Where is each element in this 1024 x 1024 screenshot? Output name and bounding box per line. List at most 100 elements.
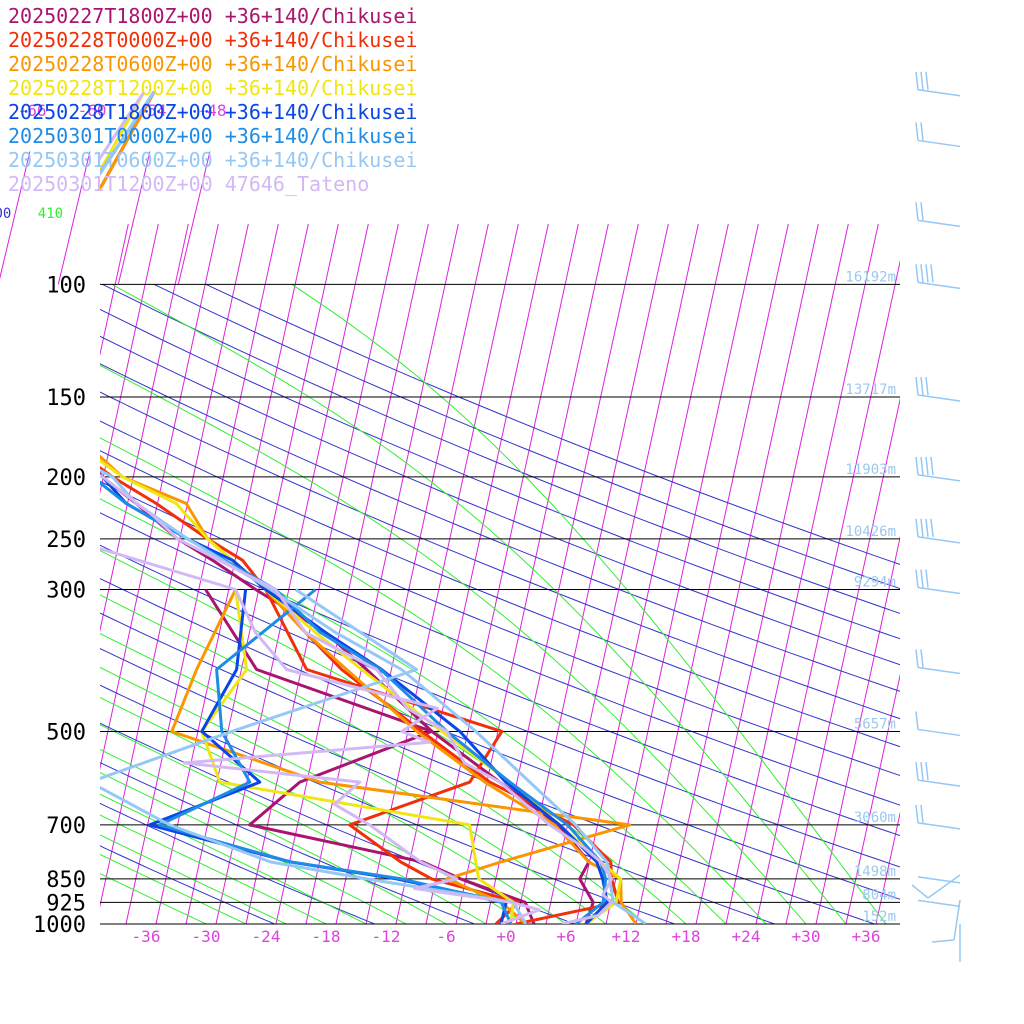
isotherms xyxy=(0,224,1024,924)
series-group xyxy=(100,91,595,924)
height-label: 5657m xyxy=(854,716,896,732)
wind-barb-feather xyxy=(915,569,919,588)
sounding-series xyxy=(100,90,647,924)
pressure-tick-label: 200 xyxy=(46,466,86,491)
height-label: 152m xyxy=(862,909,896,925)
moist-adiabat-line xyxy=(100,364,807,924)
moist-adiabat-line xyxy=(100,550,687,924)
dewpoint-line xyxy=(100,547,541,924)
upper-isotherms xyxy=(0,151,211,285)
temperature-line xyxy=(100,91,595,924)
upper-isotherm-line xyxy=(117,151,151,285)
wind-barb-shaft xyxy=(917,281,961,290)
wind-barb-shaft xyxy=(917,394,961,402)
legend-entry: 20250228T1800Z+00 +36+140/Chikusei xyxy=(8,100,418,124)
isotherm-line xyxy=(0,224,8,924)
wind-barb-feather xyxy=(920,804,924,823)
dry-adiabats xyxy=(100,283,900,924)
wind-barb-feather xyxy=(915,518,919,537)
dewpoint-line xyxy=(170,588,632,924)
wind-barb-feather xyxy=(915,649,919,668)
wind-barb-feather xyxy=(915,264,919,283)
isotherm-line xyxy=(605,224,759,924)
dry-adiabat-line xyxy=(100,578,900,900)
isotherm-line xyxy=(966,224,1024,924)
wind-barb-feather xyxy=(920,71,924,90)
wind-barb-feather xyxy=(920,122,924,141)
isotherm-line xyxy=(215,224,369,924)
legend-entry: 20250228T0600Z+00 +36+140/Chikusei xyxy=(8,52,418,76)
temperature-tick-label: +36 xyxy=(852,927,881,946)
height-label: 3060m xyxy=(854,810,896,826)
wind-barb-feather xyxy=(925,456,929,475)
wind-barb-feather xyxy=(915,804,919,823)
temperature-tick-label: +24 xyxy=(732,927,761,946)
moist-adiabat-line xyxy=(100,853,247,924)
wind-barb-shaft xyxy=(917,139,961,148)
legend-entry: 20250228T0000Z+00 +36+140/Chikusei xyxy=(8,28,418,52)
dry-adiabat-line xyxy=(100,684,675,924)
temperature-line xyxy=(100,90,614,924)
height-label: 11903m xyxy=(845,462,896,478)
temperature-tick-label: +12 xyxy=(612,927,641,946)
wind-barb-feather xyxy=(920,518,924,537)
isotherm-line xyxy=(245,224,399,924)
temperature-tick-label: -12 xyxy=(372,927,401,946)
isotherm-line xyxy=(100,224,129,357)
wind-barb-shaft xyxy=(917,219,961,228)
isotherm-line xyxy=(0,224,38,924)
isotherm-line xyxy=(815,535,900,924)
height-label: 1498m xyxy=(854,864,896,880)
wind-barb-shaft xyxy=(917,822,961,830)
series-group xyxy=(100,90,614,924)
theta-label: 400 xyxy=(0,206,11,222)
isotherm-line xyxy=(906,224,1024,924)
isotherm-line xyxy=(695,224,849,924)
pressure-tick-label: 850 xyxy=(46,868,86,893)
isotherm-line xyxy=(185,224,339,924)
pressure-tick-label: 500 xyxy=(46,720,86,745)
legend-entry: 20250227T1800Z+00 +36+140/Chikusei xyxy=(8,4,418,28)
wind-barb-feather xyxy=(915,202,919,221)
wind-barb-feather xyxy=(925,762,929,781)
isotherm-line xyxy=(365,224,519,924)
pressure-tick-label: 1000 xyxy=(33,913,86,938)
top-isotherm-label: -66 xyxy=(18,101,47,120)
isotherm-line xyxy=(125,224,279,924)
theta-label: 410 xyxy=(38,206,63,222)
wind-barb-feather xyxy=(920,456,924,475)
wind-barb-shaft xyxy=(917,899,961,908)
wind-barb-feather xyxy=(920,649,924,668)
wind-barb-shaft xyxy=(917,89,961,97)
wind-barb-shaft xyxy=(917,586,961,595)
wind-barb-shaft xyxy=(917,666,961,675)
wind-barb-feather xyxy=(915,456,919,475)
isotherm-line xyxy=(635,224,789,924)
isotherm-line xyxy=(100,224,249,908)
wind-barb-feather xyxy=(925,71,929,90)
wind-barb-feather xyxy=(925,569,929,588)
temperature-tick-label: -18 xyxy=(312,927,341,946)
moist-adiabat-line xyxy=(100,594,647,924)
wind-barb-feather xyxy=(915,71,919,90)
height-label: 804m xyxy=(862,887,896,903)
legend-entry: 20250228T1200Z+00 +36+140/Chikusei xyxy=(8,76,418,100)
wind-barb-shaft xyxy=(917,728,961,737)
isotherm-line xyxy=(100,224,159,495)
isotherm-line xyxy=(875,811,900,924)
temperature-tick-label: -24 xyxy=(252,927,281,946)
height-labels: 16192m 13717m 11903m 10426m 9294m 5657m 3060m 1… xyxy=(845,269,896,925)
height-label: 13717m xyxy=(845,382,896,398)
isotherm-line xyxy=(100,224,219,771)
isotherm-line xyxy=(455,224,609,924)
isotherm-line xyxy=(545,224,699,924)
wind-barb-feather xyxy=(920,202,924,221)
temperature-tick-label: -36 xyxy=(132,927,161,946)
dry-adiabat-line xyxy=(100,845,275,924)
temperature-tick-label: +0 xyxy=(496,927,515,946)
wind-barb-feather xyxy=(920,762,924,781)
moist-adiabat-line xyxy=(100,437,767,924)
isotherm-line xyxy=(425,224,579,924)
wind-barb-shaft xyxy=(917,876,961,884)
temperature-tick-label: +6 xyxy=(556,927,575,946)
